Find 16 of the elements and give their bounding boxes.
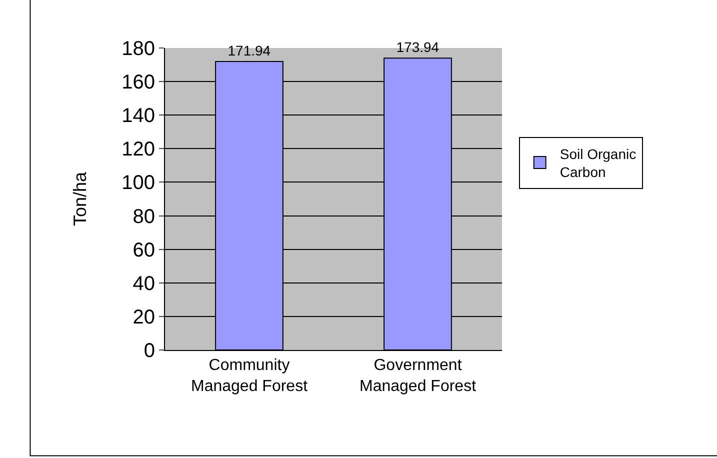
x-tick-label: Government Managed Forest <box>359 357 477 395</box>
y-tick-label: 0 <box>144 340 155 362</box>
y-axis-title: Ton/ha <box>70 170 90 226</box>
x-tick-label: Community Managed Forest <box>190 357 308 395</box>
legend-label: Soil Organic Carbon <box>560 146 636 180</box>
y-tick-label: 80 <box>132 206 155 228</box>
y-tick-label: 180 <box>122 38 155 60</box>
y-tick-label: 20 <box>132 306 155 328</box>
y-tick-label: 100 <box>122 172 155 194</box>
y-tick-label: 140 <box>122 105 155 128</box>
y-tick-label: 40 <box>132 272 155 295</box>
data-label: 173.94 <box>396 39 440 56</box>
y-tick-label: 160 <box>122 72 155 94</box>
y-tick-label: 60 <box>132 239 155 262</box>
y-tick-label: 120 <box>122 138 155 161</box>
data-label: 171.94 <box>228 42 271 59</box>
